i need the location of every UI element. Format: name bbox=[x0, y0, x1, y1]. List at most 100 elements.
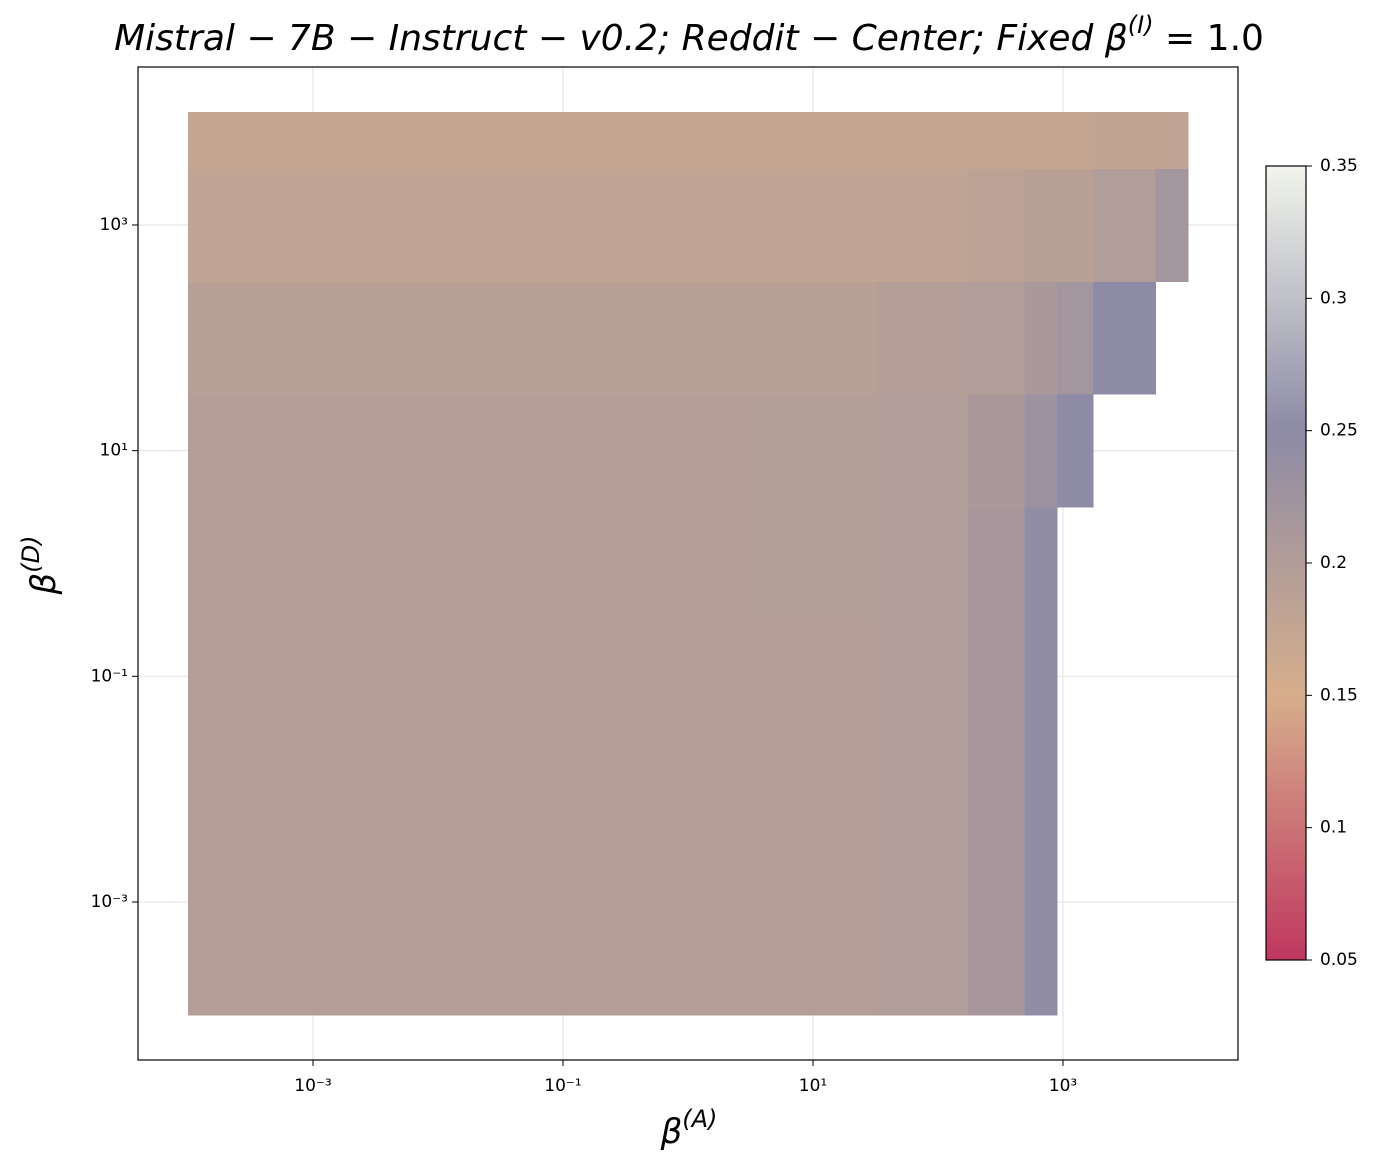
heatmap-cell bbox=[625, 112, 752, 170]
heatmap-cell bbox=[250, 845, 377, 959]
heatmap-cell bbox=[500, 732, 627, 847]
heatmap-cell bbox=[500, 507, 627, 621]
x-label-text: β bbox=[660, 1112, 683, 1152]
heatmap-cell bbox=[1056, 112, 1094, 170]
heatmap-cell bbox=[875, 845, 969, 959]
heatmap-cell bbox=[500, 958, 627, 1016]
heatmap-cell bbox=[375, 619, 502, 734]
y-label-text: β bbox=[24, 573, 64, 596]
heatmap-cell bbox=[500, 619, 627, 734]
x-tick-label: 10⁻³ bbox=[294, 1076, 331, 1096]
y-tick-label: 10⁻¹ bbox=[91, 666, 128, 686]
heatmap-cell bbox=[967, 619, 1025, 734]
heatmap-cell bbox=[188, 507, 252, 621]
heatmap-cell bbox=[1024, 112, 1058, 170]
heatmap-cell bbox=[250, 732, 377, 847]
heatmap-cell bbox=[250, 112, 377, 170]
heatmap-cell bbox=[875, 619, 969, 734]
heatmap-cell bbox=[188, 112, 252, 170]
heatmap-cell bbox=[967, 394, 1025, 508]
heatmap-cell bbox=[625, 958, 752, 1016]
heatmap-cell bbox=[188, 168, 252, 282]
heatmap-cell bbox=[875, 732, 969, 847]
heatmap-cell bbox=[1024, 619, 1058, 734]
heatmap-cell bbox=[375, 168, 502, 282]
heatmap bbox=[188, 112, 1189, 1016]
x-tick-label: 10¹ bbox=[799, 1076, 827, 1096]
heatmap-cell bbox=[875, 958, 969, 1016]
heatmap-cell bbox=[750, 732, 877, 847]
y-tick-label: 10³ bbox=[100, 215, 128, 235]
heatmap-cell bbox=[1155, 112, 1189, 170]
heatmap-cell bbox=[375, 112, 502, 170]
heatmap-cell bbox=[1092, 168, 1156, 282]
heatmap-cell bbox=[1024, 732, 1058, 847]
heatmap-cell bbox=[625, 394, 752, 508]
heatmap-cell bbox=[750, 281, 877, 395]
heatmap-cell bbox=[1092, 281, 1156, 395]
heatmap-cell bbox=[250, 619, 377, 734]
heatmap-cell bbox=[188, 619, 252, 734]
heatmap-cell bbox=[750, 958, 877, 1016]
colorbar-tick-label: 0.35 bbox=[1320, 156, 1358, 176]
heatmap-cell bbox=[625, 168, 752, 282]
heatmap-cell bbox=[1024, 507, 1058, 621]
heatmap-cell bbox=[188, 394, 252, 508]
heatmap-cell bbox=[967, 112, 1025, 170]
heatmap-cell bbox=[375, 394, 502, 508]
x-axis-label: β(A) bbox=[660, 1105, 718, 1152]
heatmap-cell bbox=[875, 507, 969, 621]
heatmap-cell bbox=[1024, 845, 1058, 959]
heatmap-cell bbox=[500, 112, 627, 170]
heatmap-cell bbox=[188, 281, 252, 395]
colorbar bbox=[1265, 165, 1307, 961]
heatmap-cell bbox=[625, 845, 752, 959]
heatmap-cell bbox=[967, 732, 1025, 847]
x-label-sup: (A) bbox=[682, 1105, 717, 1133]
heatmap-cell bbox=[375, 507, 502, 621]
heatmap-cell bbox=[875, 168, 969, 282]
heatmap-cell bbox=[967, 281, 1025, 395]
colorbar-tick-label: 0.05 bbox=[1320, 950, 1358, 970]
heatmap-cell bbox=[625, 732, 752, 847]
title-text: Mistral − 7B − Instruct − v0.2; Reddit −… bbox=[114, 18, 1128, 59]
heatmap-cell bbox=[250, 958, 377, 1016]
heatmap-cell bbox=[1024, 394, 1058, 508]
heatmap-cell bbox=[625, 507, 752, 621]
x-tick-label: 10³ bbox=[1049, 1076, 1077, 1096]
heatmap-cell bbox=[1155, 168, 1189, 282]
heatmap-cell bbox=[750, 507, 877, 621]
heatmap-cell bbox=[750, 168, 877, 282]
y-tick-label: 10¹ bbox=[100, 441, 128, 461]
heatmap-cell bbox=[750, 845, 877, 959]
title-sup: (I) bbox=[1128, 11, 1154, 39]
colorbar-tick-label: 0.3 bbox=[1320, 288, 1347, 308]
heatmap-cell bbox=[188, 732, 252, 847]
heatmap-cell bbox=[1024, 168, 1058, 282]
y-tick-label: 10⁻³ bbox=[91, 892, 128, 912]
colorbar-tick-label: 0.1 bbox=[1320, 818, 1347, 838]
heatmap-cell bbox=[1024, 281, 1058, 395]
heatmap-cell bbox=[375, 732, 502, 847]
heatmap-cell bbox=[1056, 168, 1094, 282]
heatmap-cell bbox=[1092, 112, 1156, 170]
colorbar-tick-label: 0.25 bbox=[1320, 421, 1358, 441]
heatmap-cell bbox=[1056, 394, 1094, 508]
heatmap-cell bbox=[967, 845, 1025, 959]
heatmap-cell bbox=[750, 112, 877, 170]
x-tick-label: 10⁻¹ bbox=[544, 1076, 581, 1096]
heatmap-cell bbox=[375, 958, 502, 1016]
heatmap-cell bbox=[967, 168, 1025, 282]
y-axis-label: β(D) bbox=[17, 536, 64, 596]
heatmap-cell bbox=[875, 394, 969, 508]
heatmap-cell bbox=[750, 619, 877, 734]
heatmap-cell bbox=[375, 281, 502, 395]
heatmap-cell bbox=[250, 394, 377, 508]
heatmap-cell bbox=[967, 958, 1025, 1016]
heatmap-cell bbox=[875, 281, 969, 395]
heatmap-cell bbox=[250, 507, 377, 621]
heatmap-cell bbox=[875, 112, 969, 170]
title-tail: = 1.0 bbox=[1154, 18, 1264, 59]
y-label-sup: (D) bbox=[17, 536, 45, 573]
